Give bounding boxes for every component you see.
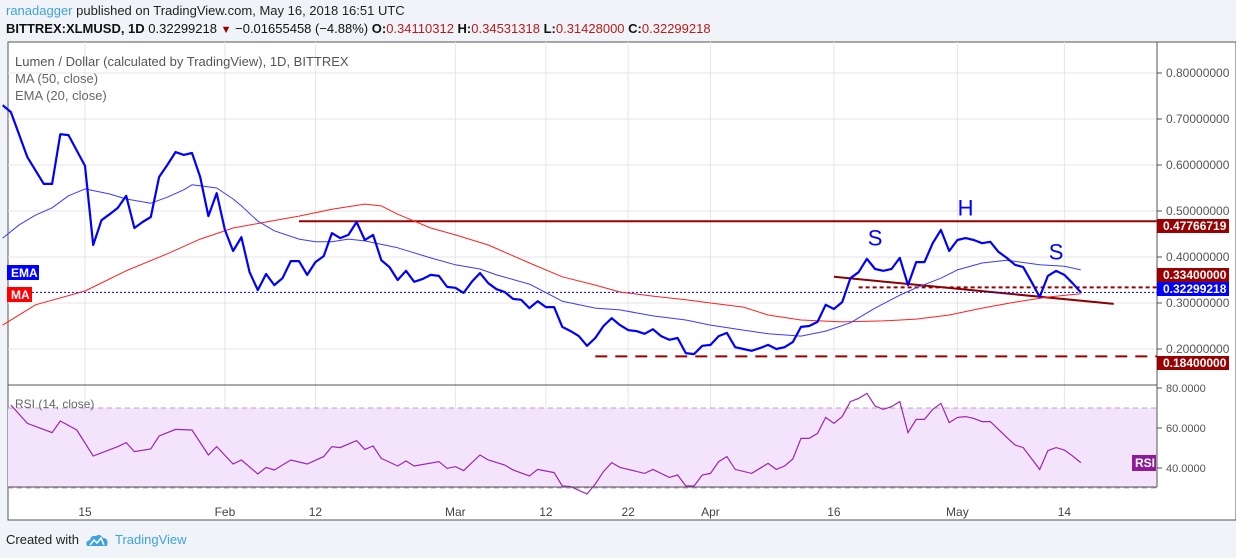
support-price-label [1157,356,1229,370]
rsi-tick-label: 40.0000 [1166,463,1206,475]
open-value: 0.34110312 [386,21,454,36]
price-tick-label: 0.60000000 [1166,158,1230,172]
chart-title: Lumen / Dollar (calculated by TradingVie… [15,54,349,69]
time-tick-label: 12 [539,505,553,519]
neckline-trendline[interactable] [833,275,1114,305]
low-value: 0.31428000 [555,21,625,36]
tradingview-cloud-icon [86,534,108,546]
symbol-info: BITTREX:XLMUSD, 1D 0.32299218 ▼ −0.01655… [6,21,711,36]
close-label: C: [628,21,642,36]
price-tick-label: 0.20000000 [1166,342,1230,356]
price-tick-label: 0.70000000 [1166,112,1230,126]
ema-tag-text: EMA [11,266,38,280]
triangle-down-icon: ▼ [220,24,232,36]
time-tick-label: 16 [827,505,841,519]
low-label: L: [543,21,556,36]
price-series-line [1,104,1082,356]
time-tick-label: 12 [309,505,323,519]
pattern-annotation[interactable]: H [958,196,974,221]
last-price-price-text: 0.32299218 [1163,282,1227,296]
publish-info: ranadagger published on TradingView.com,… [6,3,405,18]
rsi-tick-label: 80.0000 [1166,383,1206,395]
time-tick-label: Feb [215,505,236,519]
symbol-name: BITTREX:XLMUSD, 1D [6,21,145,36]
rsi-band-lines [8,407,1157,489]
price-tick-label: 0.40000000 [1166,250,1230,264]
pattern-annotation[interactable]: S [868,226,883,251]
time-axis[interactable]: 15 Feb 12 Mar 12 22 Apr 16 May 14 [78,505,1071,519]
time-tick-label: May [946,505,969,519]
publish-text: published on TradingView.com, May 16, 20… [76,3,405,18]
series-lines [1,104,1082,495]
pattern-annotation[interactable]: S [1049,239,1064,264]
ma-series-line [2,203,1081,326]
footer: Created with TradingView [6,532,187,547]
ema-legend[interactable]: EMA (20, close) [15,88,107,103]
ma-tag-text: MA [11,288,30,302]
rsi-series-line [10,392,1082,495]
time-tick-label: Mar [445,505,466,519]
rsi-band [8,408,1157,488]
neckline-level-price-text: 0.33400000 [1163,268,1227,282]
rsi-tag-text: RSI [1135,456,1155,470]
close-value: 0.32299218 [641,21,711,36]
time-tick-label: 22 [622,505,636,519]
rsi-tick-label: 60.0000 [1166,423,1206,435]
price-tick-label: 0.80000000 [1166,66,1230,80]
price-change: −0.01655458 (−4.88%) [235,21,369,36]
resistance-price-label [1157,219,1229,233]
rsi-legend[interactable]: RSI (14, close) [15,397,94,411]
author-link[interactable]: ranadagger [6,3,73,18]
high-value: 0.34531318 [471,21,540,36]
high-label: H: [457,21,472,36]
ema-series-line [2,184,1081,337]
support-price-text: 0.18400000 [1163,356,1227,370]
time-tick-label: Apr [701,505,720,519]
ma-legend[interactable]: MA (50, close) [15,71,98,86]
time-tick-label: 15 [78,505,92,519]
neckline-level-price-label [1157,268,1229,282]
last-price-price-label [1157,282,1229,296]
time-tick-label: 14 [1058,505,1072,519]
ma-tag [7,287,32,302]
rsi-tag [1132,455,1156,471]
ema-tag [7,265,39,280]
price-tick-label: 0.50000000 [1166,204,1230,218]
price-axis[interactable]: 0.80000000 0.70000000 0.60000000 0.50000000… [1157,66,1230,475]
last-price: 0.32299218 [148,21,217,36]
drawings[interactable]: S H S [8,196,1157,358]
resistance-price-text: 0.47766719 [1163,219,1227,233]
open-label: O: [371,21,387,36]
tradingview-link[interactable]: TradingView [114,532,187,547]
created-with-text: Created with [6,532,79,547]
price-tick-label: 0.30000000 [1166,296,1230,310]
